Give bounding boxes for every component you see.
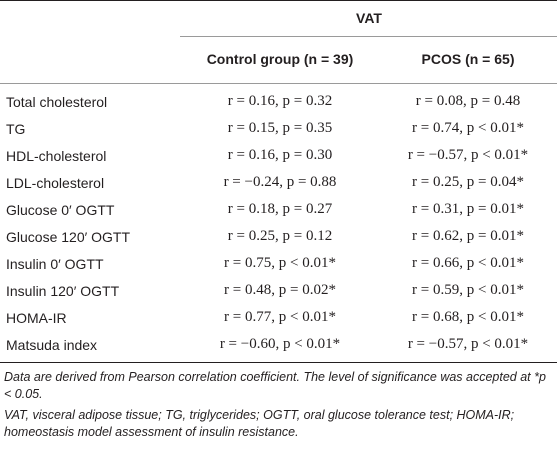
- table-row-label: TG: [6, 121, 26, 137]
- footnote-significance: Data are derived from Pearson correlatio…: [4, 370, 546, 401]
- table-row-label: Insulin 120′ OGTT: [6, 283, 120, 299]
- table-cell-control: r = 0.16, p = 0.30: [227, 147, 333, 163]
- table-cell-control: r = 0.16, p = 0.32: [227, 93, 333, 109]
- table-cell-pcos: r = 0.25, p = 0.04*: [412, 174, 524, 190]
- table-row-label: Glucose 0′ OGTT: [6, 202, 115, 218]
- table-cell-pcos: r = 0.08, p = 0.48: [415, 93, 521, 109]
- table-cell-pcos: r = 0.59, p < 0.01*: [412, 282, 524, 298]
- table-cell-control: r = 0.25, p = 0.12: [227, 228, 333, 244]
- table-row-label: Matsuda index: [6, 337, 98, 353]
- table-cell-pcos: r = 0.31, p = 0.01*: [412, 201, 524, 217]
- header-bottom-rule: [0, 83, 557, 84]
- column-header-control: Control group (n = 39): [206, 51, 354, 67]
- table-cell-pcos: r = −0.57, p < 0.01*: [407, 336, 529, 352]
- table-cell-control: r = 0.75, p < 0.01*: [224, 255, 336, 271]
- column-header-pcos: PCOS (n = 65): [421, 51, 515, 67]
- table-cell-pcos: r = 0.62, p = 0.01*: [412, 228, 524, 244]
- table-cell-pcos: r = 0.74, p < 0.01*: [412, 120, 524, 136]
- table-cell-control: r = 0.77, p < 0.01*: [224, 309, 336, 325]
- table-cell-pcos: r = 0.68, p < 0.01*: [412, 309, 524, 325]
- table-row-label: LDL-cholesterol: [6, 175, 105, 191]
- table-cell-control: r = −0.60, p < 0.01*: [219, 336, 341, 352]
- footnote-abbreviations: VAT, visceral adipose tissue; TG, trigly…: [4, 408, 515, 439]
- table-row-label: Glucose 120′ OGTT: [6, 229, 131, 245]
- table-bottom-rule: [0, 362, 557, 363]
- table-cell-pcos: r = 0.66, p < 0.01*: [412, 255, 524, 271]
- table-row-label: Total cholesterol: [6, 94, 108, 110]
- table-row-label: HOMA-IR: [6, 310, 67, 326]
- table-top-rule: [0, 0, 557, 1]
- table-cell-control: r = −0.24, p = 0.88: [223, 174, 337, 190]
- table-row-label: Insulin 0′ OGTT: [6, 256, 104, 272]
- group-header-rule: [180, 36, 557, 37]
- table-cell-control: r = 0.18, p = 0.27: [227, 201, 333, 217]
- table-row-label: HDL-cholesterol: [6, 148, 107, 164]
- vat-group-header: VAT: [356, 10, 382, 26]
- table-cell-control: r = 0.48, p = 0.02*: [224, 282, 336, 298]
- table-cell-pcos: r = −0.57, p < 0.01*: [407, 147, 529, 163]
- table-cell-control: r = 0.15, p = 0.35: [227, 120, 333, 136]
